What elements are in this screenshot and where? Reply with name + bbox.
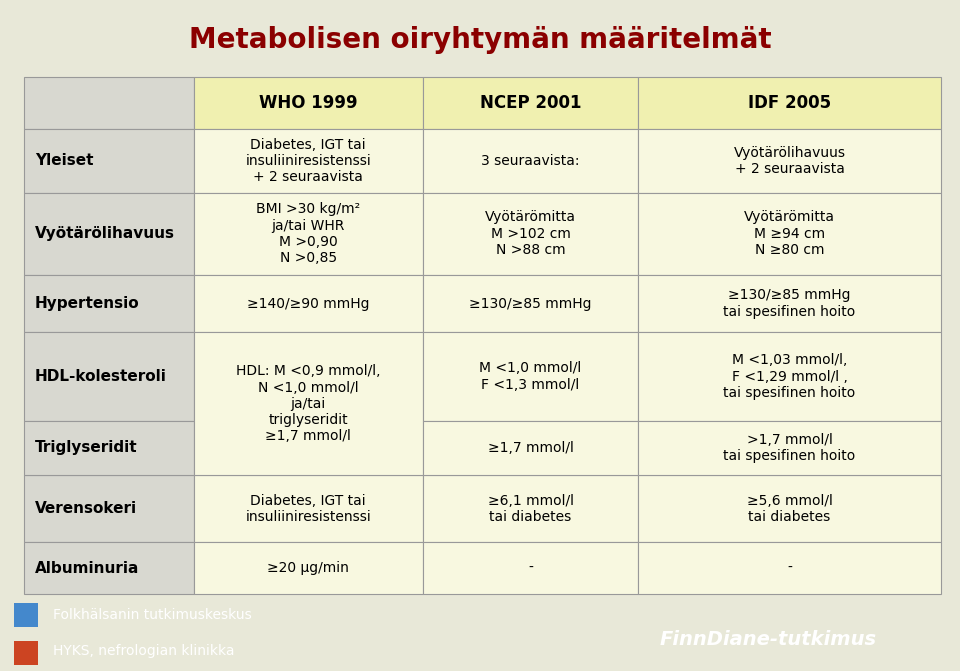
Bar xyxy=(14,641,38,665)
Bar xyxy=(194,77,422,129)
Bar xyxy=(422,332,638,421)
Text: 3 seuraavista:: 3 seuraavista: xyxy=(481,154,580,168)
Bar xyxy=(638,421,941,475)
Text: Metabolisen oiryhtymän määritelmät: Metabolisen oiryhtymän määritelmät xyxy=(189,26,771,54)
Text: M <1,0 mmol/l
F <1,3 mmol/l: M <1,0 mmol/l F <1,3 mmol/l xyxy=(479,362,582,392)
Bar xyxy=(638,542,941,594)
Text: Diabetes, IGT tai
insuliiniresistenssi: Diabetes, IGT tai insuliiniresistenssi xyxy=(246,494,372,524)
Bar xyxy=(638,129,941,193)
Text: Triglyseridit: Triglyseridit xyxy=(35,440,137,456)
Bar xyxy=(638,77,941,129)
Text: Yleiset: Yleiset xyxy=(35,153,93,168)
Text: Vyötärölihavuus
+ 2 seuraavista: Vyötärölihavuus + 2 seuraavista xyxy=(733,146,846,176)
Bar xyxy=(422,129,638,193)
Text: >1,7 mmol/l
tai spesifinen hoito: >1,7 mmol/l tai spesifinen hoito xyxy=(724,433,855,463)
Bar xyxy=(194,193,422,274)
Text: Vyötärömitta
M ≥94 cm
N ≥80 cm: Vyötärömitta M ≥94 cm N ≥80 cm xyxy=(744,211,835,257)
Bar xyxy=(24,332,194,421)
Bar xyxy=(24,542,194,594)
Bar xyxy=(24,421,194,475)
Bar xyxy=(24,475,194,542)
Text: ≥1,7 mmol/l: ≥1,7 mmol/l xyxy=(488,441,573,455)
Text: Vyötärömitta
M >102 cm
N >88 cm: Vyötärömitta M >102 cm N >88 cm xyxy=(485,211,576,257)
Bar xyxy=(422,475,638,542)
Text: Vyötärölihavuus: Vyötärölihavuus xyxy=(35,226,175,241)
Bar xyxy=(422,274,638,332)
Bar xyxy=(422,193,638,274)
Bar xyxy=(422,542,638,594)
Text: Diabetes, IGT tai
insuliiniresistenssi
+ 2 seuraavista: Diabetes, IGT tai insuliiniresistenssi +… xyxy=(246,138,372,184)
Bar xyxy=(422,421,638,475)
Text: NCEP 2001: NCEP 2001 xyxy=(480,94,582,112)
Text: -: - xyxy=(528,561,533,575)
Bar xyxy=(638,274,941,332)
Text: ≥130/≥85 mmHg: ≥130/≥85 mmHg xyxy=(469,297,591,311)
Text: ≥130/≥85 mmHg
tai spesifinen hoito: ≥130/≥85 mmHg tai spesifinen hoito xyxy=(724,289,855,319)
Bar xyxy=(24,274,194,332)
Bar xyxy=(194,274,422,332)
Text: WHO 1999: WHO 1999 xyxy=(259,94,357,112)
Text: HDL-kolesteroli: HDL-kolesteroli xyxy=(35,369,167,384)
Bar xyxy=(638,332,941,421)
Text: FinnDiane-tutkimus: FinnDiane-tutkimus xyxy=(660,630,876,649)
Text: Hypertensio: Hypertensio xyxy=(35,296,139,311)
Bar xyxy=(24,193,194,274)
Text: ≥20 μg/min: ≥20 μg/min xyxy=(267,561,349,575)
Bar xyxy=(194,475,422,542)
Text: HYKS, nefrologian klinikka: HYKS, nefrologian klinikka xyxy=(53,644,234,658)
Text: Albuminuria: Albuminuria xyxy=(35,560,139,576)
Text: ≥140/≥90 mmHg: ≥140/≥90 mmHg xyxy=(247,297,370,311)
Text: ≥5,6 mmol/l
tai diabetes: ≥5,6 mmol/l tai diabetes xyxy=(747,494,832,524)
Bar xyxy=(638,475,941,542)
Bar xyxy=(638,193,941,274)
Text: Folkhälsanin tutkimuskeskus: Folkhälsanin tutkimuskeskus xyxy=(53,609,252,623)
Bar xyxy=(194,129,422,193)
Bar xyxy=(194,332,422,475)
Text: ≥6,1 mmol/l
tai diabetes: ≥6,1 mmol/l tai diabetes xyxy=(488,494,573,524)
Bar xyxy=(422,77,638,129)
Bar xyxy=(194,542,422,594)
Text: IDF 2005: IDF 2005 xyxy=(748,94,831,112)
Bar xyxy=(14,603,38,627)
Text: HDL: M <0,9 mmol/l,
N <1,0 mmol/l
ja/tai
triglyseridit
≥1,7 mmol/l: HDL: M <0,9 mmol/l, N <1,0 mmol/l ja/tai… xyxy=(236,364,380,444)
Text: M <1,03 mmol/l,
F <1,29 mmol/l ,
tai spesifinen hoito: M <1,03 mmol/l, F <1,29 mmol/l , tai spe… xyxy=(724,354,855,400)
Bar xyxy=(24,129,194,193)
Text: BMI >30 kg/m²
ja/tai WHR
M >0,90
N >0,85: BMI >30 kg/m² ja/tai WHR M >0,90 N >0,85 xyxy=(256,203,360,265)
Text: Verensokeri: Verensokeri xyxy=(35,501,137,516)
Bar xyxy=(24,77,194,129)
Text: -: - xyxy=(787,561,792,575)
